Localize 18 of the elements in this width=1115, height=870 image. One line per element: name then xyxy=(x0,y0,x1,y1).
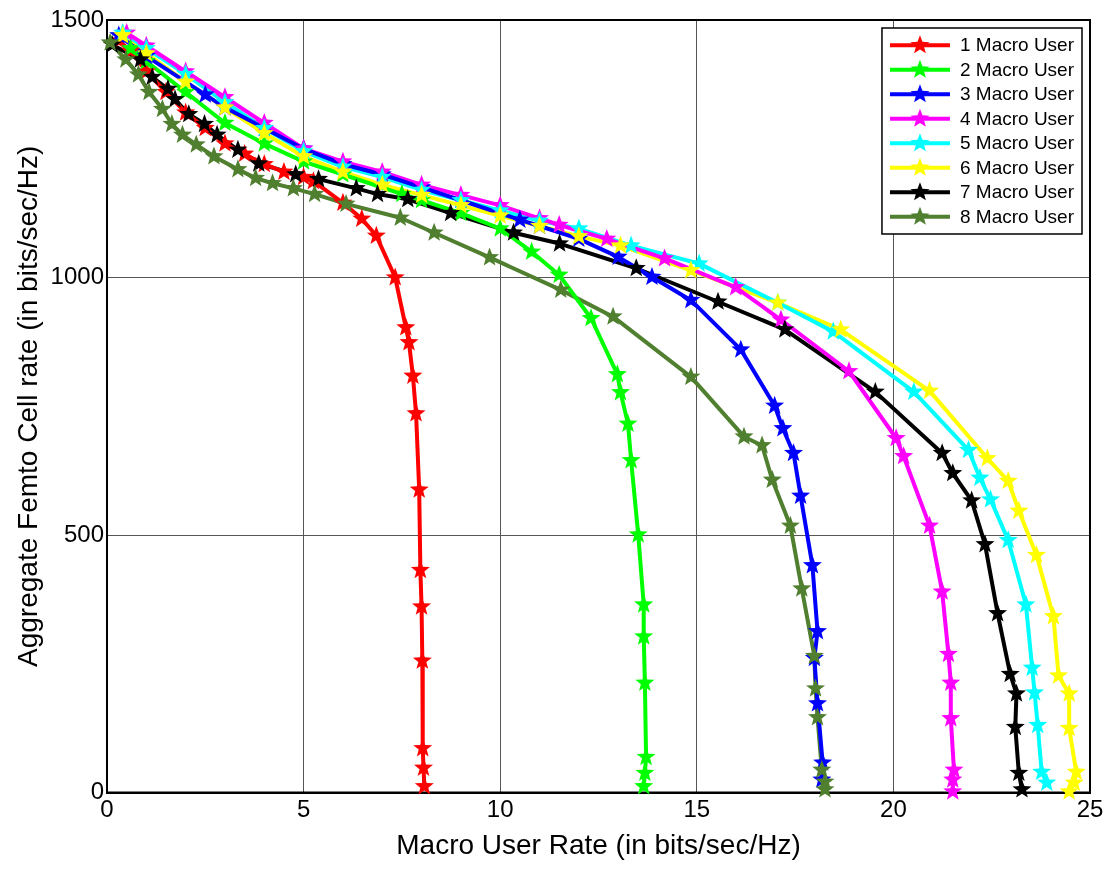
legend-label: 1 Macro User xyxy=(959,34,1075,56)
x-tick-label: 15 xyxy=(683,794,711,822)
legend-label: 4 Macro User xyxy=(959,107,1075,129)
x-tick-label: 10 xyxy=(486,794,514,822)
y-tick-label: 1500 xyxy=(50,4,104,32)
legend-label: 2 Macro User xyxy=(959,58,1075,80)
legend-label: 3 Macro User xyxy=(959,83,1075,105)
x-axis-title: Macro User Rate (in bits/sec/Hz) xyxy=(396,828,801,860)
x-tick-label: 25 xyxy=(1076,794,1104,822)
y-tick-label: 1000 xyxy=(50,262,104,290)
legend-label: 5 Macro User xyxy=(959,132,1075,154)
y-tick-label: 500 xyxy=(63,519,104,547)
legend-label: 6 Macro User xyxy=(959,156,1075,178)
y-axis-title: Aggregate Femto Cell rate (in bits/sec/Hz) xyxy=(11,145,43,667)
x-tick-label: 5 xyxy=(296,794,311,822)
legend-label: 7 Macro User xyxy=(959,181,1075,203)
legend-label: 8 Macro User xyxy=(959,205,1075,227)
x-tick-label: 20 xyxy=(880,794,907,822)
